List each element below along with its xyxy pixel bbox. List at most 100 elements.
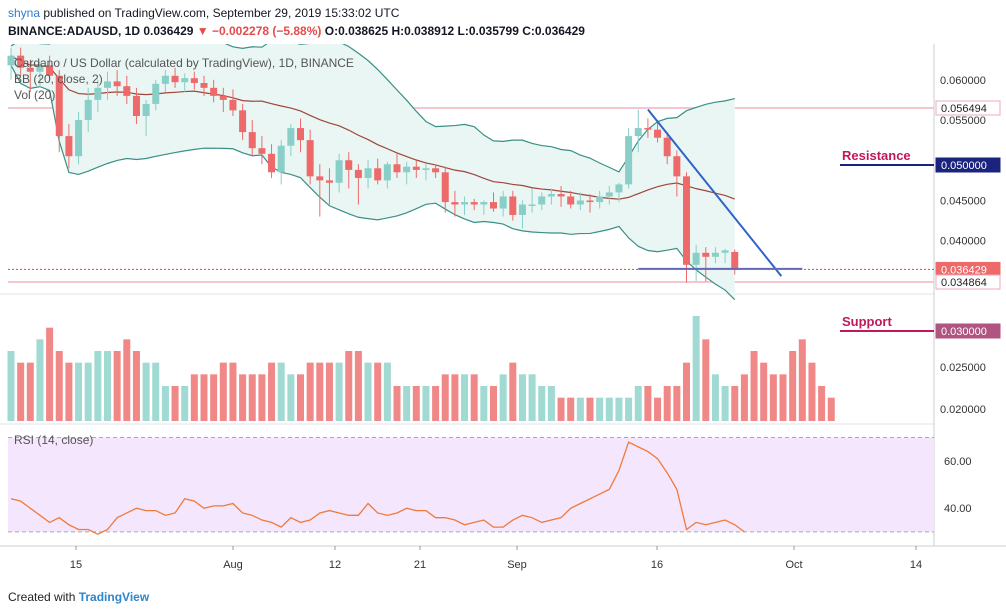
candle	[470, 202, 478, 205]
volume-bar	[760, 362, 768, 421]
volume-bar	[161, 386, 169, 421]
created-with-text: Created with	[8, 590, 76, 604]
price-tag-box	[935, 274, 1001, 290]
volume-bar	[26, 362, 34, 421]
candle	[287, 128, 295, 146]
volume-bar	[46, 327, 54, 421]
volume-bar	[36, 339, 44, 421]
volume-bar	[55, 351, 63, 421]
volume-bar	[412, 386, 420, 421]
volume-bar	[123, 339, 131, 421]
volume-bar	[297, 374, 304, 421]
volume-bar	[374, 362, 382, 421]
volume-bar	[634, 386, 642, 421]
volume-bar	[325, 362, 333, 421]
volume-bar	[383, 362, 391, 421]
chart-title: Cardano / US Dollar (calculated by Tradi…	[14, 56, 354, 70]
resistance-price-tag: 0.050000	[941, 160, 987, 172]
volume-bar	[509, 362, 517, 421]
volume-bar	[818, 386, 826, 421]
candle	[383, 164, 391, 181]
candle	[219, 95, 227, 100]
rsi-line	[10, 441, 745, 535]
volume-bar	[779, 374, 787, 421]
volume-bar	[798, 339, 806, 421]
volume-bar	[75, 362, 83, 421]
candle	[586, 200, 594, 203]
price-change: ▼ −0.002278 (−5.88%)	[196, 24, 322, 38]
candle	[557, 194, 565, 197]
last-price: 0.036429	[143, 24, 194, 38]
candle	[113, 81, 121, 87]
volume-bar	[441, 374, 449, 421]
chart-canvas[interactable]: 0.060000 0.055000 0.045000 0.040000 0.056494…	[0, 44, 1006, 586]
volume-bar	[287, 374, 295, 421]
bb-basis-line	[10, 55, 735, 200]
volume-bar	[663, 386, 671, 421]
volume-bar	[248, 374, 256, 421]
publish-line: shyna published on TradingView.com, Sept…	[8, 6, 399, 20]
price-tag: 0.056494	[941, 103, 987, 115]
author-name[interactable]: shyna	[8, 6, 41, 20]
candle	[683, 176, 690, 265]
candle	[277, 145, 285, 173]
candle	[104, 81, 111, 88]
price-tick-label: 0.040000	[940, 236, 986, 248]
time-tick-label: 21	[414, 559, 426, 571]
candle	[499, 196, 507, 209]
volume-bar	[104, 351, 111, 421]
time-tick-label: 15	[70, 559, 82, 571]
candle	[518, 204, 526, 215]
candle	[65, 136, 73, 157]
volume-bar	[142, 362, 150, 421]
candle	[46, 65, 54, 76]
volume-bar	[702, 339, 710, 421]
candle	[605, 192, 613, 197]
candle	[258, 148, 266, 154]
volume-bar	[268, 362, 276, 421]
volume-bar	[258, 374, 266, 421]
chart-header: shyna published on TradingView.com, Sept…	[0, 0, 1006, 44]
candle	[692, 252, 700, 265]
volume-bar	[210, 374, 218, 421]
candle	[26, 67, 34, 72]
candle	[364, 168, 372, 178]
candle	[200, 83, 208, 88]
candle	[403, 166, 411, 173]
time-tick-label: Sep	[507, 559, 527, 571]
candle	[190, 78, 198, 84]
volume-bar	[731, 386, 739, 421]
volume-bar	[239, 374, 247, 421]
volume-bar	[538, 386, 546, 421]
candle	[711, 252, 719, 257]
volume-bar	[403, 386, 411, 421]
volume-bar	[277, 362, 285, 421]
candle	[731, 251, 739, 270]
candle	[432, 168, 440, 173]
candle	[567, 196, 575, 205]
candle	[441, 172, 449, 203]
volume-bar	[200, 374, 208, 421]
candle	[538, 196, 546, 205]
volume-bar	[557, 397, 565, 421]
volume-bar	[132, 351, 140, 421]
resistance-price-tag-box	[935, 157, 1001, 173]
candle	[229, 99, 237, 111]
candle	[644, 128, 652, 130]
candle	[132, 95, 140, 116]
volume-bar	[576, 397, 584, 421]
volume-bar	[789, 351, 797, 421]
volume-bar	[219, 362, 227, 421]
price-tick-label: 0.045000	[940, 195, 986, 207]
volume-bar	[654, 397, 662, 421]
candle	[393, 164, 401, 173]
volume-bar	[393, 386, 401, 421]
candle	[268, 153, 276, 173]
bb-legend: BB (20, close, 2)	[14, 72, 103, 86]
candle	[123, 86, 131, 96]
time-tick-label: 14	[910, 559, 922, 571]
volume-bar	[94, 351, 102, 421]
bb-lower-line	[10, 65, 736, 301]
tradingview-logo[interactable]: TradingView	[78, 590, 150, 604]
volume-bar	[229, 362, 237, 421]
